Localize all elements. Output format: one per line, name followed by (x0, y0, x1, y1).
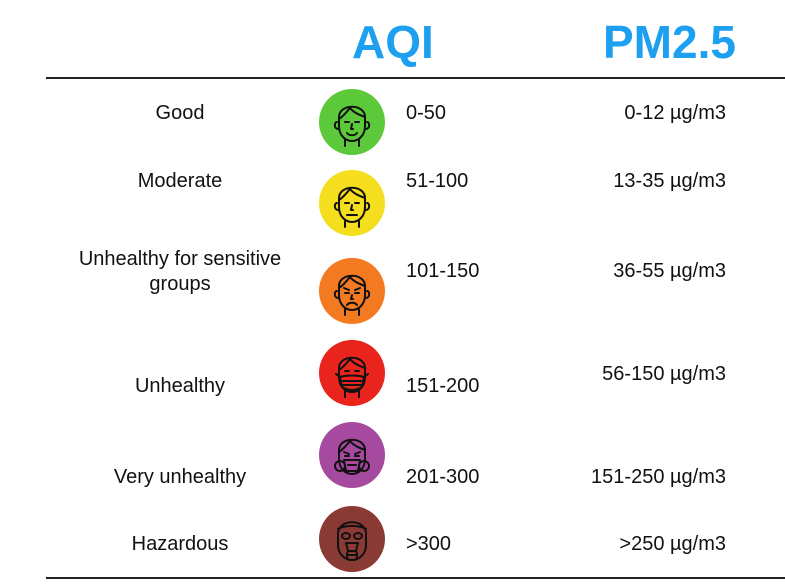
pm-range-good: 0-12 µg/m3 (624, 102, 726, 124)
aqi-range-good: 0-50 (406, 102, 447, 124)
pm-range-hazardous: >250 µg/m3 (619, 533, 726, 555)
bottom-divider (46, 577, 785, 579)
category-label-good: Good (155, 102, 205, 124)
frowning-face-icon (318, 257, 386, 325)
neutral-face-icon (318, 169, 386, 237)
pm25-header: PM2.5 (603, 16, 736, 68)
aqi-header: AQI (352, 16, 434, 68)
aqi-range-very-unhealthy: 201-300 (406, 466, 480, 488)
smiling-face-icon (318, 88, 386, 156)
pm-range-very-unhealthy: 151-250 µg/m3 (591, 466, 726, 488)
pm-range-unhealthy: 56-150 µg/m3 (602, 363, 726, 385)
gas-mask-icon (318, 505, 386, 573)
category-label-very-unhealthy: Very unhealthy (113, 466, 247, 488)
face-mask-icon (318, 339, 386, 407)
aqi-range-unhealthy: 151-200 (406, 375, 480, 397)
aqi-range-hazardous: >300 (406, 533, 452, 555)
top-divider (46, 77, 785, 79)
category-label-sensitive: Unhealthy for sensitive groups (78, 248, 282, 295)
pm-range-sensitive: 36-55 µg/m3 (613, 260, 726, 282)
category-label-hazardous: Hazardous (131, 533, 229, 555)
aqi-range-sensitive: 101-150 (406, 260, 480, 282)
respirator-mask-icon (318, 421, 386, 489)
category-label-unhealthy: Unhealthy (134, 375, 226, 397)
category-label-moderate: Moderate (137, 170, 223, 192)
aqi-range-moderate: 51-100 (406, 170, 469, 192)
pm-range-moderate: 13-35 µg/m3 (613, 170, 726, 192)
